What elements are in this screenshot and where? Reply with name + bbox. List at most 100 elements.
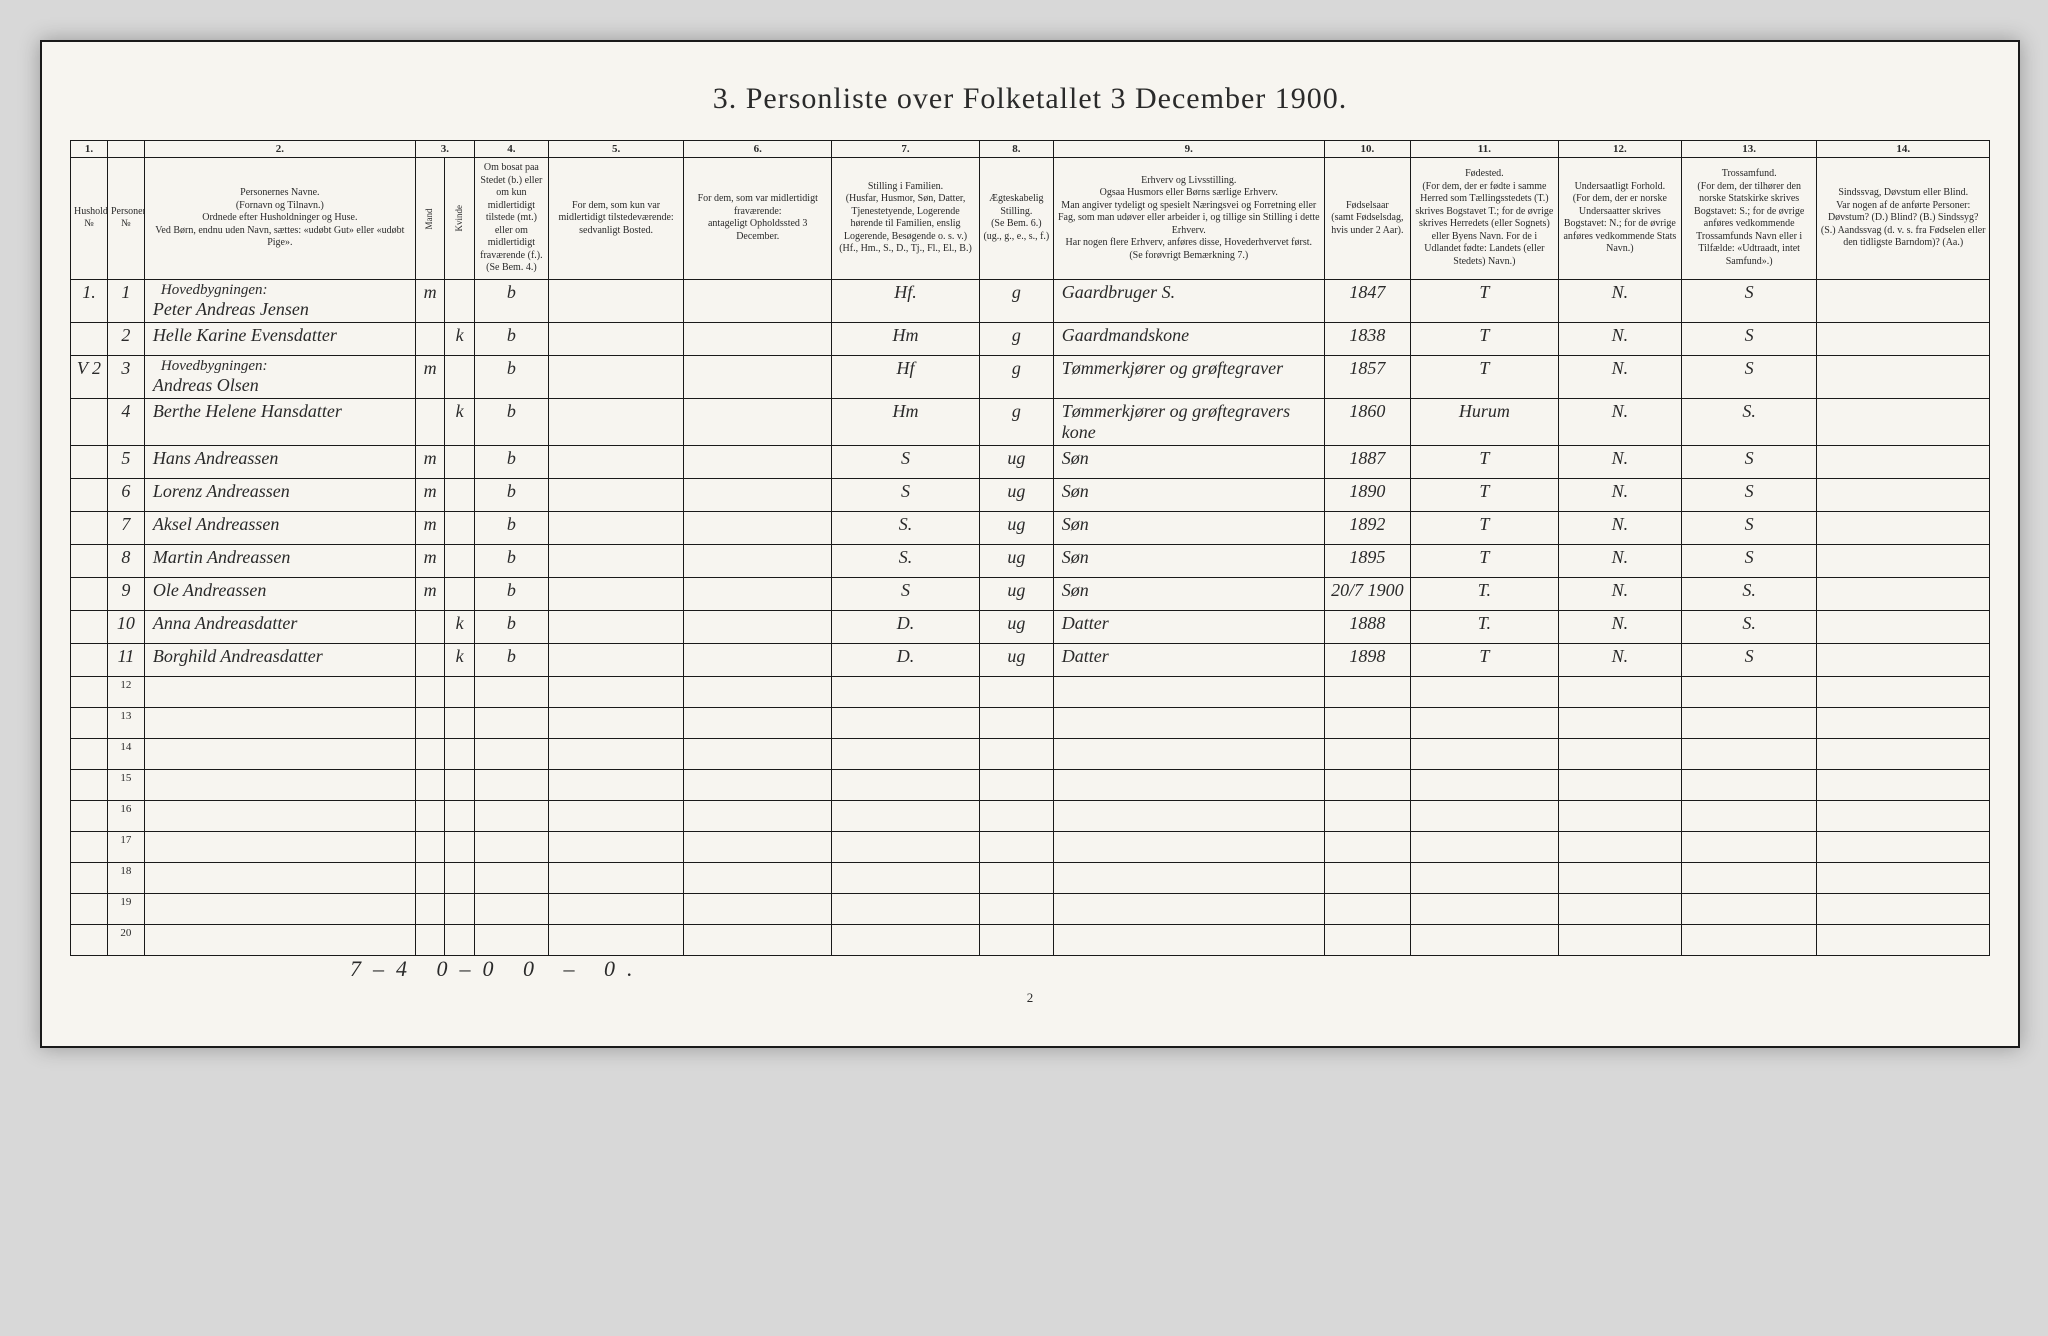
cell-empty	[1681, 893, 1816, 924]
cell-empty	[1324, 800, 1410, 831]
cell-c7: D.	[832, 643, 980, 676]
cell-empty	[1681, 738, 1816, 769]
table-row: 11Borghild AndreasdatterkbD.ugDatter1898…	[71, 643, 1990, 676]
cell-hh	[71, 478, 108, 511]
cell-c12: N.	[1558, 577, 1681, 610]
cell-c13: S	[1681, 478, 1816, 511]
cell-c11: T	[1410, 511, 1558, 544]
cell-empty	[1324, 707, 1410, 738]
cell-empty	[1681, 862, 1816, 893]
col-num: 8.	[979, 141, 1053, 158]
cell-empty	[144, 893, 415, 924]
cell-empty: 19	[107, 893, 144, 924]
cell-c5	[548, 355, 683, 398]
cell-empty	[684, 893, 832, 924]
cell-c7: Hf.	[832, 279, 980, 322]
cell-empty	[71, 769, 108, 800]
cell-c11: T	[1410, 279, 1558, 322]
cell-c8: g	[979, 279, 1053, 322]
cell-m	[415, 398, 445, 445]
cell-empty	[1681, 831, 1816, 862]
table-row-empty: 17	[71, 831, 1990, 862]
cell-empty	[1558, 800, 1681, 831]
cell-empty	[979, 800, 1053, 831]
cell-m: m	[415, 279, 445, 322]
cell-empty	[1410, 862, 1558, 893]
cell-empty	[1324, 769, 1410, 800]
cell-c5	[548, 544, 683, 577]
header-cell: Husholdningernes №	[71, 158, 108, 280]
header-cell: Sindssvag, Døvstum eller Blind.Var nogen…	[1817, 158, 1990, 280]
cell-empty	[832, 707, 980, 738]
cell-c11: T	[1410, 355, 1558, 398]
cell-empty	[144, 924, 415, 955]
table-row-empty: 18	[71, 862, 1990, 893]
cell-c13: S.	[1681, 577, 1816, 610]
col-num: 5.	[548, 141, 683, 158]
cell-empty	[1410, 676, 1558, 707]
page-number: 2	[70, 990, 1990, 1006]
cell-empty	[474, 676, 548, 707]
cell-empty	[832, 831, 980, 862]
cell-c11: T	[1410, 478, 1558, 511]
census-table: 1.2.3.4.5.6.7.8.9.10.11.12.13.14. Hushol…	[70, 140, 1990, 956]
cell-empty	[548, 831, 683, 862]
cell-hh	[71, 322, 108, 355]
cell-c12: N.	[1558, 610, 1681, 643]
cell-empty	[979, 831, 1053, 862]
cell-k	[445, 511, 475, 544]
cell-empty	[474, 769, 548, 800]
cell-empty	[144, 800, 415, 831]
cell-pn: 6	[107, 478, 144, 511]
header-cell: For dem, som kun var midlertidigt tilste…	[548, 158, 683, 280]
cell-empty	[1324, 893, 1410, 924]
cell-name: Lorenz Andreassen	[144, 478, 415, 511]
cell-empty	[144, 738, 415, 769]
cell-empty	[71, 800, 108, 831]
cell-c9: Søn	[1053, 511, 1324, 544]
cell-empty	[1410, 893, 1558, 924]
table-row: 10Anna AndreasdatterkbD.ugDatter1888T.N.…	[71, 610, 1990, 643]
cell-b: b	[474, 478, 548, 511]
cell-empty	[415, 738, 445, 769]
cell-empty	[1410, 738, 1558, 769]
page-title: 3. Personliste over Folketallet 3 Decemb…	[70, 82, 1990, 116]
cell-empty	[548, 676, 683, 707]
cell-empty	[1324, 676, 1410, 707]
cell-empty	[979, 707, 1053, 738]
cell-name: Ole Andreassen	[144, 577, 415, 610]
cell-c7: S	[832, 577, 980, 610]
cell-empty: 14	[107, 738, 144, 769]
cell-m: m	[415, 445, 445, 478]
cell-empty	[1817, 800, 1990, 831]
cell-empty	[832, 862, 980, 893]
cell-empty	[979, 862, 1053, 893]
header-cell: Ægteskabelig Stilling.(Se Bem. 6.)(ug., …	[979, 158, 1053, 280]
cell-empty	[71, 893, 108, 924]
cell-c13: S.	[1681, 610, 1816, 643]
cell-c9: Søn	[1053, 577, 1324, 610]
cell-empty	[445, 707, 475, 738]
cell-empty	[1053, 769, 1324, 800]
cell-empty	[684, 862, 832, 893]
cell-c5	[548, 577, 683, 610]
cell-c7: Hm	[832, 322, 980, 355]
cell-c13: S	[1681, 511, 1816, 544]
cell-c14	[1817, 478, 1990, 511]
cell-c12: N.	[1558, 398, 1681, 445]
cell-empty	[1410, 707, 1558, 738]
header-cell: For dem, som var midlertidigt fraværende…	[684, 158, 832, 280]
cell-c5	[548, 322, 683, 355]
cell-empty	[415, 862, 445, 893]
cell-b: b	[474, 355, 548, 398]
cell-empty	[71, 862, 108, 893]
cell-pn: 8	[107, 544, 144, 577]
cell-empty: 12	[107, 676, 144, 707]
cell-empty	[1558, 707, 1681, 738]
cell-c6	[684, 322, 832, 355]
cell-c10: 1847	[1324, 279, 1410, 322]
cell-b: b	[474, 577, 548, 610]
cell-m: m	[415, 511, 445, 544]
cell-empty	[979, 893, 1053, 924]
cell-m	[415, 322, 445, 355]
